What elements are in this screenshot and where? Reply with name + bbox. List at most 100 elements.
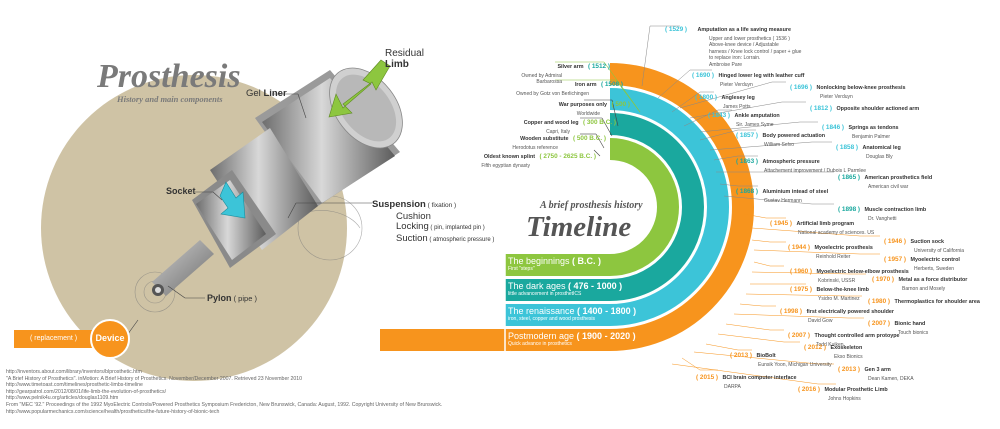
event-sub: Dean Kamen, DEKA	[868, 376, 914, 382]
device-label: Device	[95, 333, 125, 343]
event-sub: Pieter Verduyn	[720, 82, 753, 88]
event-year: ( 1508 )	[600, 81, 623, 88]
event-year: ( 1960 )	[790, 268, 813, 275]
age-name: Postmodern age	[508, 331, 575, 341]
event-name: Springs as tendons	[848, 125, 899, 131]
event-year: ( 1846 )	[822, 124, 845, 131]
event-sub: American civil war	[868, 184, 909, 190]
right-event: ( 2012 ) Exoskeleton Ekso Bionics	[804, 336, 863, 360]
locking-text: Locking	[396, 221, 429, 232]
event-year: ( 1690 )	[692, 72, 715, 79]
event-sub: Owned by Gotz von Berlichingen	[516, 91, 589, 97]
reference-link[interactable]: http://www.popularmechanics.com/science/…	[6, 408, 220, 415]
event-name: Amputation as a life saving measure	[697, 27, 791, 33]
suspension-label: Suspension ( fixation ) Cushion Locking …	[372, 199, 494, 245]
event-sub: Todd Kuiken	[816, 342, 844, 348]
age-name: The dark ages	[508, 281, 566, 291]
timeline-subtitle: A brief prosthesis history	[540, 200, 643, 211]
event-sub: Owned by Admiral Barbarossa	[521, 73, 562, 85]
right-event: ( 1980 ) Thermoplastics for shoulder are…	[868, 290, 980, 308]
event-year: ( 500 B.C. )	[572, 135, 606, 142]
age-desc: Quick advance in prosthetics	[508, 341, 572, 347]
event-year: ( 2013 )	[838, 366, 861, 373]
left-event: Silver arm ( 1512 ) Owned by Admiral Bar…	[502, 55, 610, 85]
suspension-note: ( fixation )	[425, 202, 457, 209]
age-desc: little advancement in prosthetICS	[508, 291, 582, 297]
event-name: Anatomical leg	[862, 145, 901, 151]
references: http://inventors.about.com/library/inven…	[6, 369, 566, 415]
reference-text: "A Brief History of Prosthetics". inMoti…	[6, 375, 303, 382]
socket-label: Socket	[166, 186, 196, 196]
event-name: Myoelectric below-elbow prosthesis	[816, 269, 909, 275]
event-year: ( 1858 )	[836, 144, 859, 151]
right-event: ( 2013 ) BioBolt Eunsik Yoon, Michigan Un…	[730, 344, 832, 368]
age-desc: iron, steel, copper and wood prosthesis	[508, 316, 595, 322]
event-year: ( 1800 )	[695, 94, 718, 101]
residual-text: Residual	[385, 48, 424, 59]
right-event: ( 1857 ) Body powered actuation William S…	[736, 124, 825, 148]
event-sub: Benjamin Palmer	[852, 134, 891, 140]
event-year: ( 1944 )	[788, 244, 811, 251]
timeline-title: Timeline	[526, 211, 632, 243]
event-sub: Worldwide	[576, 111, 600, 117]
right-event: ( 1863 ) Atmospheric pressure Attachement…	[736, 150, 866, 174]
event-sub: Reinhold Reiter	[816, 254, 851, 260]
event-year: ( 1857 )	[736, 132, 759, 139]
cushion-text: Cushion	[396, 210, 431, 222]
reference-link[interactable]: http://www.pelnik4u.org/articles/douglas…	[6, 395, 119, 402]
right-event: ( 2016 ) Modular Prosthetic Limb Johns Ho…	[798, 378, 888, 402]
right-event: ( 1960 ) Myoelectric below-elbow prosthe…	[790, 260, 909, 284]
event-name: Metal as a force distributor	[898, 277, 968, 283]
reference-link[interactable]: http://gearpatrol.com/2012/08/01/life-li…	[6, 388, 167, 395]
right-event: ( 1800 ) Anglesey leg James Potts	[695, 86, 755, 110]
event-sub: Ysidro M. Martinez	[818, 296, 860, 302]
right-event: ( 1843 ) Ankle amputation Sir. James Syme	[708, 104, 780, 128]
page-title: Prosthesis	[97, 58, 241, 95]
event-sub: harness / Knee lock control / paper + gl…	[709, 48, 802, 55]
reference-link[interactable]: http://www.timetoast.com/timelines/prost…	[6, 382, 143, 389]
event-year: ( 1898 )	[838, 206, 861, 213]
event-sub: Capri, Italy	[546, 129, 570, 135]
event-name: Iron arm	[574, 82, 597, 88]
age-name: The renaissance	[508, 306, 575, 316]
event-year: ( 2015 )	[696, 374, 719, 381]
event-year: ( 1843 )	[708, 112, 731, 119]
event-year: ( 500 )	[611, 101, 630, 108]
event-name: Artificial limb program	[796, 221, 854, 227]
suction-text: Suction	[396, 232, 428, 244]
event-year: ( 1970 )	[872, 276, 895, 283]
event-year: ( 1529 )	[665, 26, 688, 33]
age-years: ( 476 - 1000 )	[565, 281, 623, 291]
right-event: ( 1970 ) Metal as a force distributor Bar…	[872, 268, 967, 292]
event-sub: Herberts, Sweden	[914, 266, 955, 272]
right-event: ( 2015 ) BCI brain computer interface DAR…	[696, 366, 796, 390]
right-event: ( 2013 ) Gen 3 arm Dean Kamen, DEKA	[838, 358, 914, 382]
event-name: Ankle amputation	[734, 113, 780, 119]
event-year: ( 1975 )	[790, 286, 813, 293]
event-sub: DARPA	[724, 384, 741, 390]
event-name: Silver arm	[557, 64, 584, 70]
event-year: ( 1868 )	[736, 188, 759, 195]
event-sub: Ambroise Pare	[709, 61, 743, 68]
left-event: Copper and wood leg ( 300 B.C. ) Capri, …	[498, 111, 616, 135]
right-event: ( 1846 ) Springs as tendons Benjamin Palm…	[822, 116, 899, 140]
liner-text: Liner	[263, 88, 287, 99]
event-year: ( 2007 )	[788, 332, 811, 339]
event-year: ( 2012 )	[804, 344, 827, 351]
residual-limb-label: Residual Limb	[385, 48, 424, 70]
right-event: ( 1858 ) Anatomical leg Douglas Bly	[836, 136, 901, 160]
reference-link[interactable]: http://inventors.about.com/library/inven…	[6, 369, 142, 375]
event-sub: Pieter Verduyn	[820, 94, 853, 100]
right-event: ( 1898 ) Muscle contraction limb Dr. Vang…	[838, 198, 926, 222]
event-sub: Fifth egyptian dynasty	[481, 163, 530, 169]
event-year: ( 2016 )	[798, 386, 821, 393]
event-sub: Dr. Vanghetti	[868, 216, 897, 222]
event-name: Below-the-knee limb	[816, 287, 869, 293]
event-name: Bionic hand	[894, 321, 926, 327]
event-year: ( 2007 )	[868, 320, 891, 327]
event-year: ( 300 B.C. )	[582, 119, 616, 126]
event-year: ( 1957 )	[884, 256, 907, 263]
event-sub: Attachement improvement / Dubois L Parml…	[764, 168, 867, 174]
prosthesis-illustration	[152, 59, 403, 296]
